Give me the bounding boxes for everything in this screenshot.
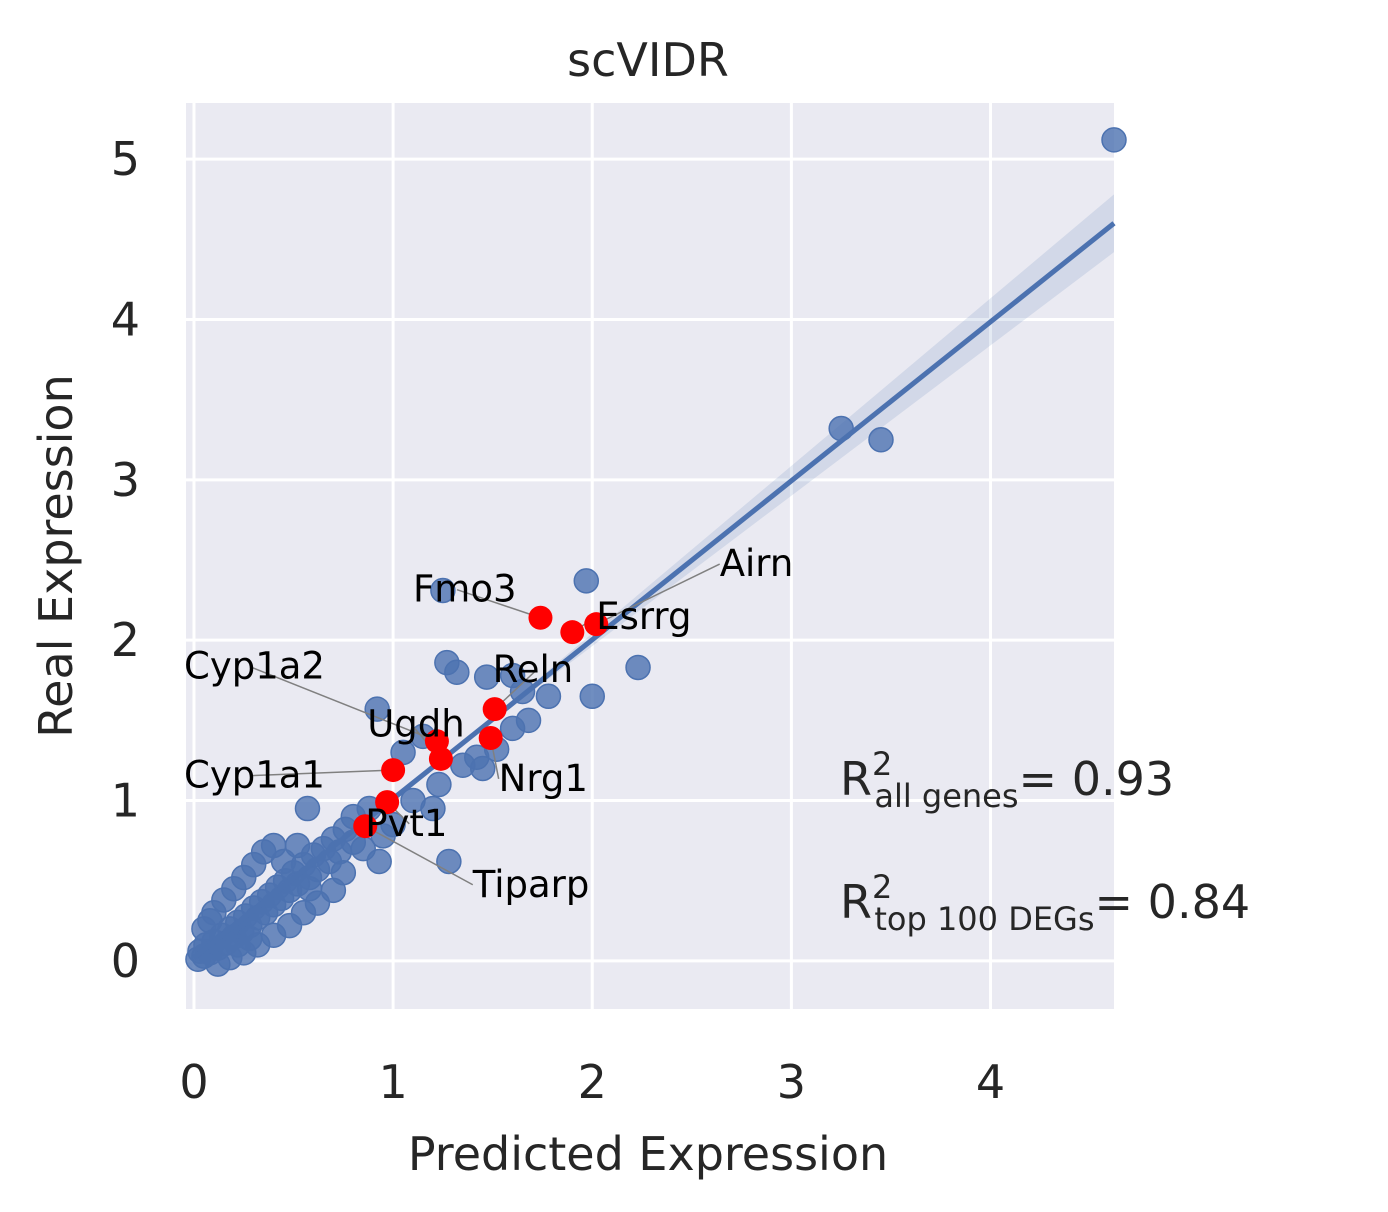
highlight-point-1 (560, 620, 585, 645)
annotation-fmo3: Fmo3 (413, 568, 517, 611)
y-tick-2: 2 (111, 613, 140, 667)
scatter-point-58 (284, 832, 311, 859)
highlight-point-7 (381, 758, 406, 783)
annotation-tiparp: Tiparp (472, 863, 590, 906)
scatter-point-57 (270, 848, 297, 875)
scatter-point-78 (535, 683, 562, 710)
annotation-reln: Reln (493, 648, 574, 691)
r2-all-value: = 0.93 (1019, 752, 1175, 806)
r2-all-sup: 2 (872, 745, 892, 783)
scatter-point-79 (579, 683, 605, 710)
y-tick-0: 0 (111, 934, 140, 988)
y-tick-3: 3 (111, 453, 140, 507)
scatter-point-56 (236, 925, 263, 952)
scatter-point-88 (469, 755, 496, 782)
r2-all-base: R (840, 752, 872, 806)
scatter-point-93 (1101, 127, 1127, 153)
scatter-point-59 (296, 875, 323, 902)
scatter-point-69 (426, 771, 452, 798)
highlight-point-3 (482, 697, 507, 722)
x-tick-0: 0 (179, 1055, 208, 1109)
r2-all-genes: R2 all genes= 0.93 (840, 745, 1174, 815)
annotation-airn: Airn (720, 542, 794, 585)
leader-line-7 (249, 769, 394, 777)
highlighted-points (353, 605, 609, 839)
r2-deg-sup: 2 (872, 868, 892, 906)
highlight-point-0 (528, 605, 553, 630)
scatter-point-68 (420, 795, 446, 822)
scatter-point-75 (473, 664, 500, 690)
scatter-point-74 (444, 659, 470, 686)
y-tick-4: 4 (111, 292, 140, 346)
highlight-point-9 (353, 814, 378, 839)
y-ticks: 0 1 2 3 4 5 (111, 132, 140, 988)
regression-line-path (192, 221, 1116, 960)
scatter-point-92 (868, 426, 894, 453)
leader-line-1 (456, 588, 541, 619)
y-tick-5: 5 (111, 132, 140, 186)
scatter-point-60 (330, 859, 357, 886)
r2-deg-sub: top 100 DEGs (874, 900, 1094, 938)
highlight-point-2 (584, 612, 609, 637)
leader-line-9 (364, 825, 474, 886)
leader-line-4 (249, 665, 438, 742)
y-tick-1: 1 (111, 774, 140, 828)
scatter-point-81 (573, 568, 600, 594)
annotation-cyp1a1: Cyp1a1 (184, 754, 325, 797)
highlight-point-8 (375, 790, 400, 815)
annotation-ugdh: Ugdh (367, 702, 465, 745)
annotations: Airn Fmo3 Esrrg Reln Cyp1a2 Ugdh Nrg1 Cyp1a1 Pvt… (184, 542, 793, 906)
scatter-point-66 (380, 811, 406, 838)
annotation-cyp1a2: Cyp1a2 (184, 645, 325, 688)
annotation-esrrg: Esrrg (596, 595, 691, 638)
x-tick-2: 2 (578, 1055, 607, 1109)
r2-all-sub: all genes (874, 777, 1018, 815)
scatter-point-80 (625, 654, 651, 681)
x-tick-3: 3 (777, 1055, 806, 1109)
scatter-point-65 (294, 795, 321, 822)
grid (186, 103, 1114, 1009)
x-axis-label: Predicted Expression (408, 1127, 888, 1181)
r2-deg-value: = 0.84 (1095, 875, 1251, 929)
x-tick-4: 4 (976, 1055, 1005, 1109)
scatter-point-71 (366, 848, 392, 875)
scatter-point-86 (515, 707, 542, 734)
r2-top-degs: R2 top 100 DEGs= 0.84 (840, 868, 1250, 938)
y-axis-label: Real Expression (29, 374, 83, 738)
scatter-point-82 (430, 577, 456, 604)
highlight-point-4 (478, 726, 503, 751)
annotation-nrg1: Nrg1 (499, 757, 588, 800)
regression-line (192, 221, 1116, 960)
x-tick-1: 1 (378, 1055, 407, 1109)
scatter-point-54 (197, 908, 223, 934)
leader-line-0 (595, 563, 721, 625)
annotation-pvt1: Pvt1 (365, 802, 447, 845)
scatter-point-70 (436, 848, 462, 875)
chart-title: scVIDR (567, 33, 729, 87)
r2-deg-base: R (840, 875, 872, 929)
x-ticks: 0 1 2 3 4 (179, 1055, 1005, 1109)
highlight-point-6 (428, 746, 453, 771)
